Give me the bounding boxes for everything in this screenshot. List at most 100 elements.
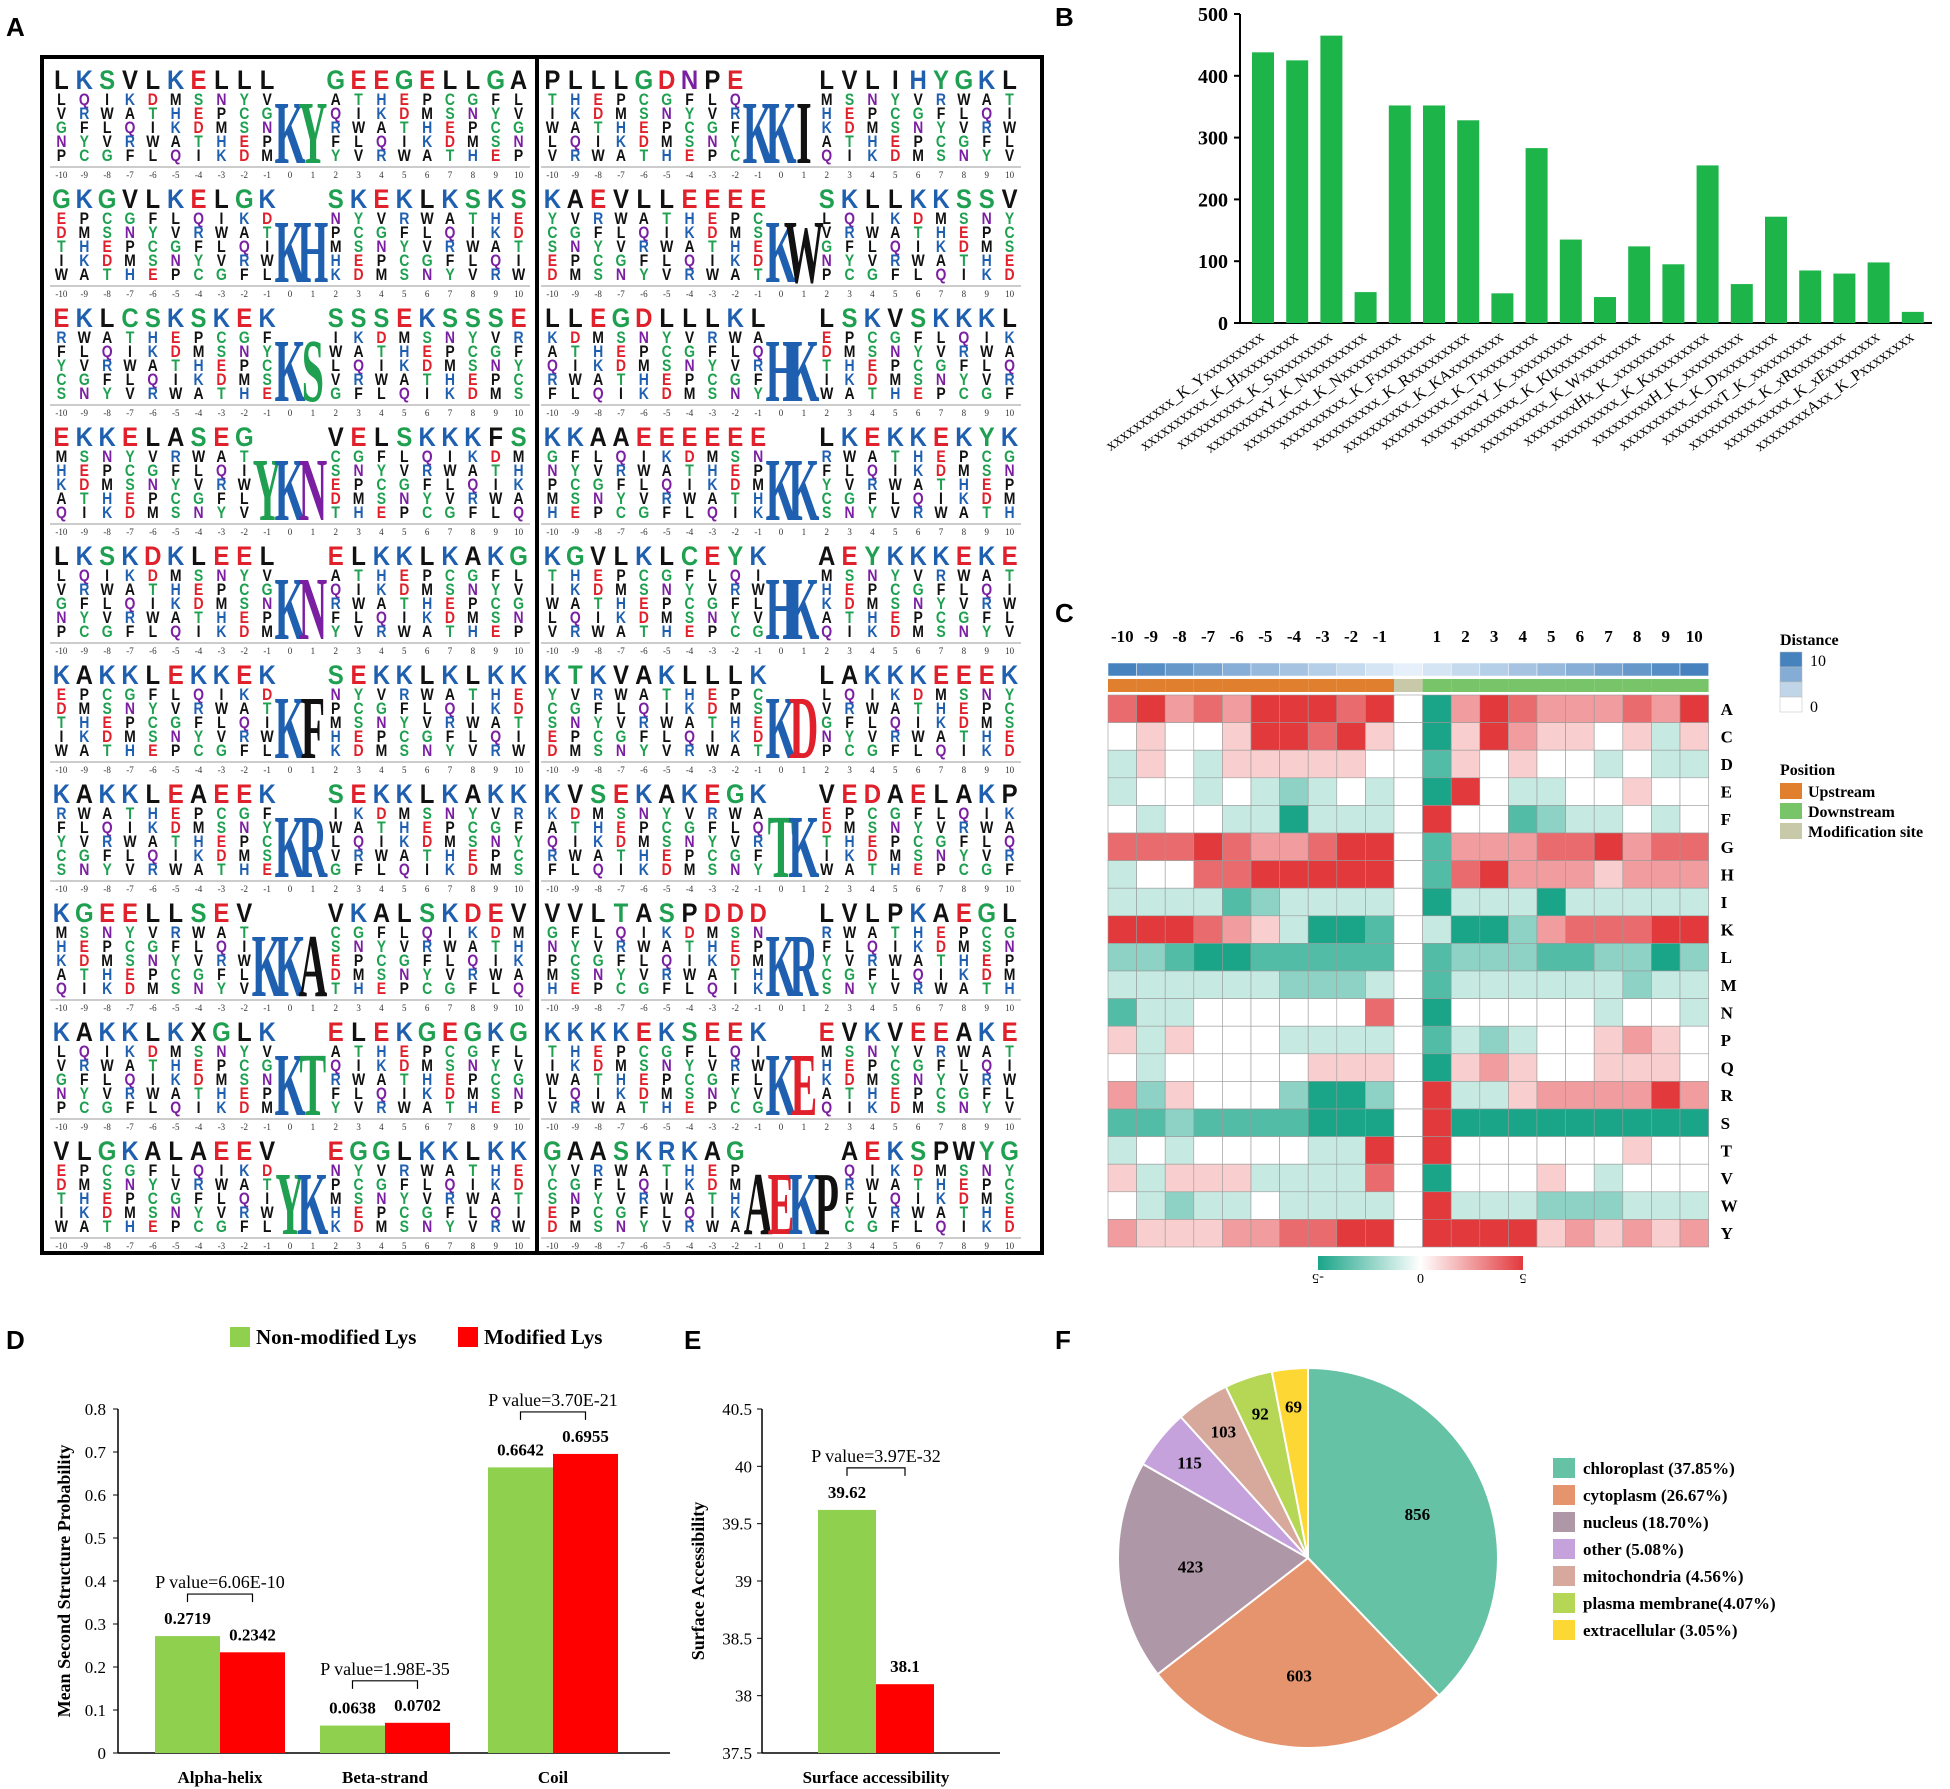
heatmap-cell — [1365, 722, 1395, 751]
logo-letter: F — [171, 938, 180, 956]
heatmap-cell — [1307, 915, 1338, 944]
logo-letter: I — [448, 448, 452, 466]
logo-letter: L — [614, 542, 629, 571]
logo-letter: M — [513, 448, 525, 466]
logo-letter: H — [239, 861, 249, 879]
heatmap-cell — [1164, 1025, 1195, 1055]
heatmap-cell — [1365, 1081, 1395, 1110]
logo-letter: A — [194, 861, 204, 879]
logo-letter: H — [148, 805, 158, 823]
logo-position-label: 5 — [893, 170, 898, 180]
logo-letter: T — [891, 448, 900, 466]
logo-letter: G — [890, 329, 901, 347]
logo-letter: R — [376, 623, 386, 641]
heatmap-cell — [1651, 832, 1681, 861]
logo-letter: M — [569, 266, 581, 284]
heatmap-cell — [1193, 1025, 1223, 1055]
heatmap-cell — [1622, 915, 1652, 944]
logo-letter: W — [101, 1057, 115, 1075]
logo-letter: R — [376, 147, 386, 165]
logo-letter: L — [214, 185, 229, 214]
logo-letter: D — [639, 133, 649, 151]
logo-letter: A — [76, 1018, 93, 1047]
logo-letter: G — [593, 476, 604, 494]
logo-position-label: -5 — [663, 1122, 671, 1132]
heatmap-cell — [1479, 1053, 1509, 1082]
logo-letter: E — [959, 224, 968, 242]
logo-big-letter: A — [298, 917, 327, 1013]
logo-letter: V — [887, 1018, 903, 1047]
logo-letter: W — [352, 119, 366, 137]
logo-letter: C — [822, 966, 832, 984]
logo-letter: F — [514, 343, 523, 361]
logo-letter: I — [848, 623, 852, 641]
heatmap-cell — [1136, 1219, 1166, 1248]
logo-letter: T — [400, 119, 409, 137]
logo-letter: M — [261, 623, 273, 641]
logo-letter: V — [936, 343, 946, 361]
heatmap-column-label: -10 — [1111, 627, 1134, 646]
logo-letter: Q — [913, 490, 924, 508]
logo-letter: P — [868, 1057, 877, 1075]
logo-position-label: -3 — [709, 1003, 717, 1013]
logo-position-label: 7 — [448, 170, 453, 180]
heatmap-cell — [1136, 970, 1166, 999]
logo-letter: E — [959, 700, 968, 718]
logo-letter: G — [147, 938, 158, 956]
logo-letter: Y — [377, 938, 387, 956]
logo-letter: M — [513, 924, 525, 942]
heatmap-cell — [1164, 1081, 1195, 1110]
logo-letter: P — [685, 371, 694, 389]
logo-letter: K — [982, 266, 993, 284]
logo-position-label: 1 — [802, 765, 807, 775]
heatmap-cell — [1622, 832, 1652, 861]
logo-letter: K — [121, 1018, 138, 1047]
logo-letter: P — [753, 938, 762, 956]
logo-big-letter: R — [789, 917, 818, 1013]
heatmap-cell — [1622, 777, 1652, 806]
logo-letter: L — [865, 899, 880, 928]
logo-letter: T — [708, 1190, 717, 1208]
logo-letter: T — [377, 819, 386, 837]
logo-letter: H — [593, 343, 603, 361]
logo-letter: R — [822, 448, 832, 466]
logo-letter: M — [421, 105, 433, 123]
logo-letter: A — [514, 490, 524, 508]
logo-letter: D — [102, 1204, 112, 1222]
heatmap-cell — [1679, 832, 1709, 861]
logo-letter: P — [682, 899, 698, 928]
logo-position-label: -9 — [81, 289, 89, 299]
logo-letter: L — [1002, 66, 1017, 95]
heatmap-cell — [1193, 694, 1223, 723]
x-tick-label: Beta-strand — [342, 1768, 428, 1787]
heatmap-cell — [1508, 1053, 1538, 1082]
logo-letter: E — [488, 899, 504, 928]
heatmap-cell — [1651, 860, 1681, 889]
logo-position-label: 10 — [1005, 1122, 1015, 1132]
logo-letter: N — [867, 567, 877, 585]
heatmap-cell — [1164, 749, 1195, 779]
logo-position-label: -2 — [241, 884, 249, 894]
logo-position-label: -6 — [149, 527, 157, 537]
logo-position-label: -3 — [218, 1122, 226, 1132]
logo-letter: G — [422, 1204, 433, 1222]
logo-letter: N — [547, 938, 557, 956]
heatmap-cell — [1193, 943, 1223, 972]
logo-position-label: -1 — [263, 1241, 271, 1251]
logo-letter: F — [171, 462, 180, 480]
logo-letter: Y — [891, 567, 901, 585]
logo-letter: G — [102, 147, 113, 165]
logo-position-label: 0 — [288, 1003, 293, 1013]
logo-letter: Y — [982, 1099, 992, 1117]
logo-letter: E — [102, 1190, 111, 1208]
logo-position-label: 2 — [824, 1003, 829, 1013]
logo-letter: S — [868, 819, 877, 837]
logo-letter: S — [936, 147, 945, 165]
logo-letter: V — [571, 210, 581, 228]
position-annotation-cell — [1622, 679, 1652, 692]
logo-letter: R — [570, 1099, 580, 1117]
bar — [1252, 52, 1274, 323]
logo-letter: A — [373, 899, 390, 928]
logo-letter: S — [400, 1218, 409, 1236]
